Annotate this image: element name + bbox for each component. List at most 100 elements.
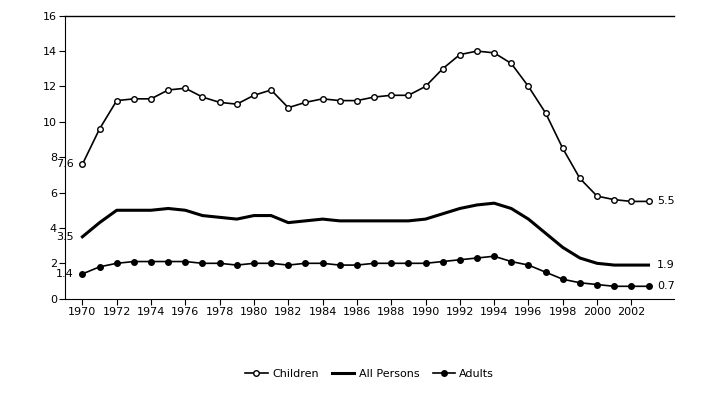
Children (318, 97, 327, 101)
Adults (78, 272, 87, 276)
Children (610, 197, 618, 202)
Adults (524, 263, 533, 268)
Adults (336, 263, 344, 268)
All Persons (130, 208, 138, 213)
Adults (146, 259, 155, 264)
Adults (627, 284, 636, 288)
Adults (164, 259, 173, 264)
Adults (542, 270, 550, 274)
Adults (645, 284, 653, 288)
Adults (370, 261, 378, 266)
All Persons (370, 219, 378, 223)
Text: 0.7: 0.7 (657, 281, 675, 291)
Children (198, 95, 207, 99)
Children (215, 100, 224, 105)
Line: All Persons: All Persons (83, 203, 649, 265)
Children (233, 102, 241, 107)
Adults (593, 282, 602, 287)
Children (542, 111, 550, 116)
Adults (215, 261, 224, 266)
All Persons (524, 217, 533, 222)
Line: Adults: Adults (80, 253, 651, 289)
Children (112, 98, 121, 103)
Adults (130, 259, 138, 264)
All Persons (352, 219, 361, 223)
Children (301, 100, 310, 105)
Children (284, 105, 293, 110)
Children (249, 93, 258, 97)
Children (421, 84, 430, 89)
Adults (473, 255, 481, 260)
All Persons (181, 208, 190, 213)
Adults (558, 277, 567, 281)
Adults (352, 263, 361, 268)
Adults (284, 263, 293, 268)
Adults (301, 261, 310, 266)
All Persons (233, 217, 241, 222)
All Persons (558, 245, 567, 250)
All Persons (284, 220, 293, 225)
Adults (318, 261, 327, 266)
Line: Children: Children (80, 48, 651, 204)
Children (130, 97, 138, 101)
All Persons (507, 206, 515, 211)
Children (146, 97, 155, 101)
Adults (233, 263, 241, 268)
Adults (576, 281, 584, 285)
All Persons (610, 263, 618, 268)
Children (627, 199, 636, 204)
All Persons (421, 217, 430, 222)
All Persons (490, 201, 499, 206)
Children (181, 86, 190, 91)
All Persons (576, 255, 584, 260)
Children (352, 98, 361, 103)
All Persons (164, 206, 173, 211)
Legend: Children, All Persons, Adults: Children, All Persons, Adults (241, 365, 499, 384)
All Persons (78, 234, 87, 239)
Children (455, 52, 464, 57)
All Persons (387, 219, 396, 223)
Adults (249, 261, 258, 266)
All Persons (249, 213, 258, 218)
Children (524, 84, 533, 89)
Children (370, 95, 378, 99)
Children (593, 194, 602, 198)
Adults (507, 259, 515, 264)
Children (473, 49, 481, 53)
All Persons (439, 211, 447, 216)
Children (490, 51, 499, 55)
Adults (95, 264, 104, 269)
Children (267, 88, 276, 92)
All Persons (473, 203, 481, 208)
Children (78, 162, 87, 167)
Children (507, 61, 515, 66)
All Persons (627, 263, 636, 268)
All Persons (455, 206, 464, 211)
All Persons (404, 219, 413, 223)
Adults (490, 254, 499, 259)
All Persons (215, 215, 224, 220)
All Persons (198, 213, 207, 218)
Children (164, 88, 173, 92)
Adults (387, 261, 396, 266)
All Persons (112, 208, 121, 213)
Adults (198, 261, 207, 266)
Children (336, 98, 344, 103)
Children (558, 146, 567, 151)
Adults (404, 261, 413, 266)
All Persons (336, 219, 344, 223)
Text: 1.9: 1.9 (657, 260, 675, 270)
All Persons (301, 219, 310, 223)
All Persons (645, 263, 653, 268)
Adults (439, 259, 447, 264)
Adults (455, 257, 464, 262)
Text: 5.5: 5.5 (657, 196, 675, 206)
Children (95, 127, 104, 131)
All Persons (318, 217, 327, 222)
Text: 7.6: 7.6 (56, 159, 74, 169)
Children (576, 176, 584, 181)
Children (439, 66, 447, 71)
All Persons (593, 261, 602, 266)
Text: 3.5: 3.5 (57, 232, 74, 242)
All Persons (146, 208, 155, 213)
